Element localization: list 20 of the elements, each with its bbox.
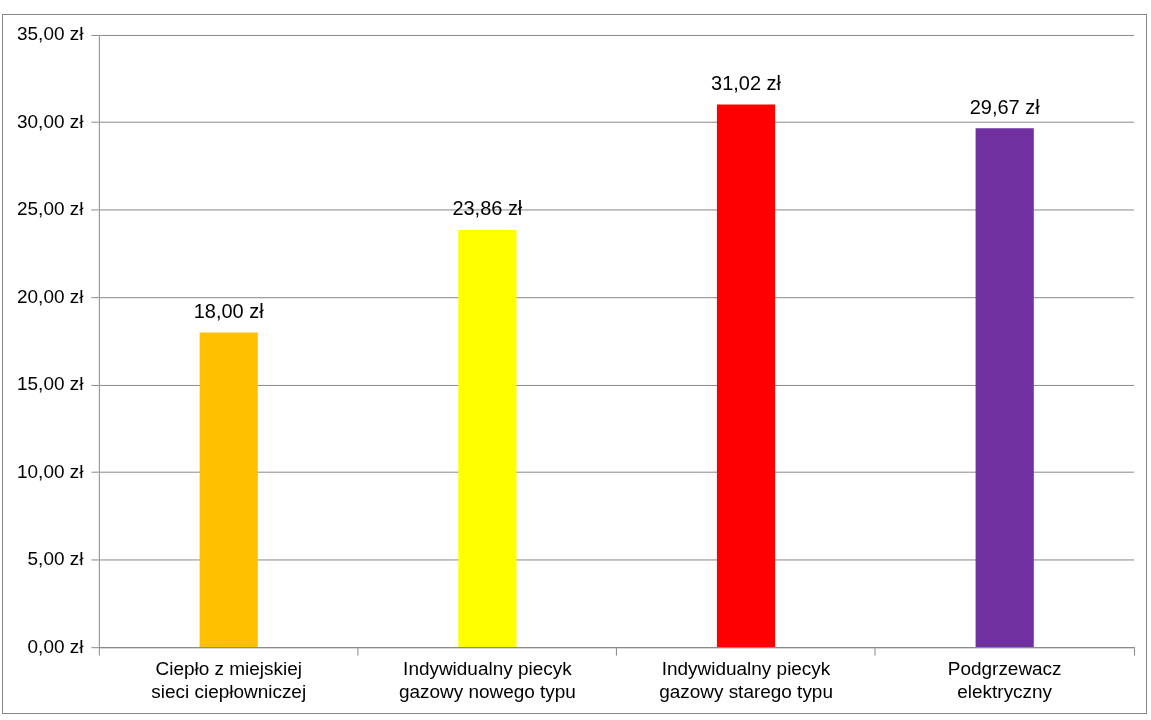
y-tick-label: 15,00 zł <box>17 373 85 395</box>
data-label: 29,67 zł <box>969 95 1041 118</box>
bar <box>975 128 1034 648</box>
x-tick-label: Indywidualny piecyk gazowy starego typu <box>659 658 833 702</box>
data-label: 31,02 zł <box>711 72 782 95</box>
x-tick-label: Podgrzewacz elektryczny <box>947 658 1062 702</box>
y-tick-label: 20,00 zł <box>17 285 85 307</box>
bar <box>199 332 258 648</box>
bar <box>458 229 517 648</box>
y-tick-label: 10,00 zł <box>17 460 85 482</box>
data-label: 18,00 zł <box>193 300 265 323</box>
y-tick-label: 5,00 zł <box>27 548 85 570</box>
x-tick-label: Indywidualny piecyk gazowy nowego typu <box>398 658 576 702</box>
bar <box>716 104 776 648</box>
x-tick-label: Ciepło z miejskiej sieci ciepłowniczej <box>151 658 307 702</box>
y-tick-label: 30,00 zł <box>17 110 85 132</box>
y-tick-label: 0,00 zł <box>27 635 85 657</box>
data-label: 23,86 zł <box>452 197 523 220</box>
y-tick-label: 25,00 zł <box>17 198 85 220</box>
y-tick-label: 35,00 zł <box>17 23 85 45</box>
